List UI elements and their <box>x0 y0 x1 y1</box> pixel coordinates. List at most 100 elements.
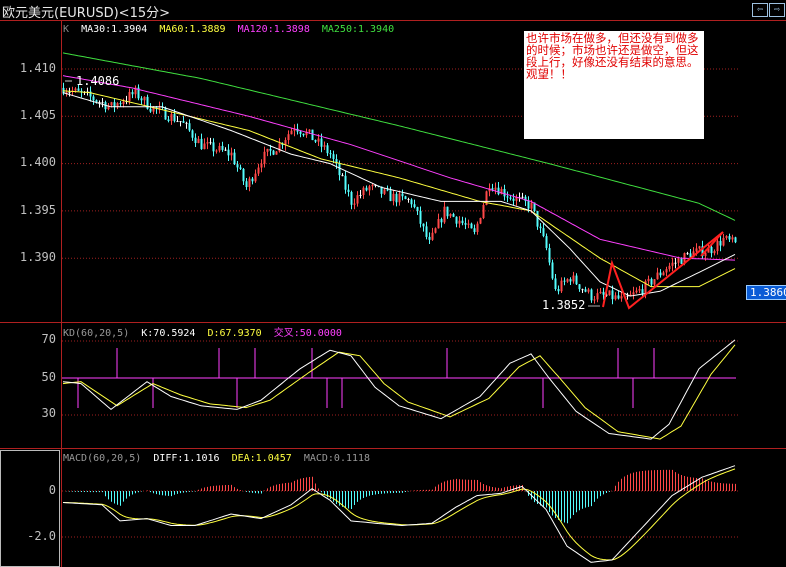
candle <box>686 253 689 255</box>
candle <box>317 138 320 142</box>
candle <box>392 193 395 202</box>
kd-k-line <box>62 339 736 440</box>
window-title: 欧元美元(EURUSD)<15分> <box>2 6 171 21</box>
candle <box>575 275 578 285</box>
candle <box>191 130 194 138</box>
candle <box>626 295 629 297</box>
ma60-line <box>62 90 736 288</box>
y-tick: 1.405 <box>19 108 56 122</box>
candle <box>185 122 188 124</box>
candle <box>77 88 80 91</box>
legend-ma120: MA120:1.3898 <box>237 24 310 35</box>
left-panel-box <box>0 450 60 567</box>
annotation-note[interactable]: 也许市场在做多，但还没有到做多的时候；市场也许还是做空，但这段上行，好像还没有结… <box>524 31 704 139</box>
candle <box>656 272 659 280</box>
candle <box>608 290 611 296</box>
nav-right-button[interactable]: ⇨ <box>769 3 785 17</box>
candle <box>620 296 623 299</box>
candle <box>479 218 482 224</box>
candle <box>599 291 602 294</box>
candle <box>248 178 251 188</box>
candle <box>494 187 497 190</box>
candle <box>350 191 353 205</box>
candle <box>341 175 344 177</box>
candle <box>122 101 125 104</box>
y-tick: 1.410 <box>19 61 56 75</box>
main-legend: K MA30:1.3904 MA60:1.3889 MA120:1.3898 M… <box>63 24 400 35</box>
candle <box>335 159 338 164</box>
candle <box>476 223 479 232</box>
candle <box>440 219 443 223</box>
candle <box>227 149 230 156</box>
candle <box>332 154 335 160</box>
candle <box>233 152 236 165</box>
candle <box>506 196 509 198</box>
kd-legend: KD(60,20,5) K:70.5924 D:67.9370 交叉:50.00… <box>63 324 348 339</box>
candle <box>428 236 431 240</box>
candle <box>89 91 92 97</box>
candle <box>101 102 104 104</box>
kd-legend-name: KD(60,20,5) <box>63 328 130 339</box>
candle <box>389 190 392 202</box>
candle <box>353 203 356 205</box>
candle <box>701 246 704 257</box>
candle <box>719 240 722 246</box>
candle <box>107 105 110 110</box>
candle <box>362 187 365 195</box>
candle <box>395 193 398 203</box>
candle <box>551 262 554 279</box>
drawn-trend-line[interactable] <box>700 231 724 257</box>
candle <box>512 198 515 201</box>
candle <box>416 207 419 212</box>
high-price-label: 1.4086 <box>76 74 120 88</box>
candle <box>290 130 293 135</box>
candle <box>611 290 614 300</box>
kd-y-tick: 50 <box>41 370 56 384</box>
candle <box>197 138 200 144</box>
candle <box>149 108 152 112</box>
candle <box>413 204 416 208</box>
candle <box>617 295 620 299</box>
candle <box>710 247 713 254</box>
candle <box>452 214 455 217</box>
legend-ma250: MA250:1.3940 <box>321 24 395 35</box>
kd-d-line <box>62 344 736 440</box>
candle <box>206 142 209 144</box>
candle <box>287 134 290 141</box>
candle <box>605 294 608 296</box>
candle <box>659 272 662 276</box>
candle <box>500 189 503 195</box>
candle <box>380 186 383 194</box>
candle <box>722 237 725 246</box>
candle <box>347 189 350 192</box>
candle <box>725 236 728 238</box>
legend-ma30: MA30:1.3904 <box>81 24 148 35</box>
candle <box>311 129 314 141</box>
candle <box>143 96 146 101</box>
candle <box>689 253 692 258</box>
candle <box>581 289 584 291</box>
candle <box>449 214 452 217</box>
candle <box>419 211 422 224</box>
drawn-zigzag-line[interactable] <box>602 231 724 310</box>
candle <box>344 175 347 190</box>
candle <box>473 228 476 232</box>
candle <box>680 258 683 264</box>
kd-y-tick: 30 <box>41 406 56 420</box>
candle <box>458 220 461 224</box>
candle <box>260 163 263 168</box>
candle <box>467 223 470 225</box>
candle <box>464 223 467 225</box>
nav-left-button[interactable]: ⇦ <box>752 3 768 17</box>
candle <box>320 138 323 147</box>
candle <box>155 106 158 109</box>
candle <box>212 142 215 152</box>
candle <box>110 102 113 106</box>
candle <box>383 189 386 194</box>
candle <box>266 148 269 152</box>
candle <box>239 167 242 169</box>
candle <box>695 248 698 252</box>
candle <box>569 279 572 282</box>
candle <box>386 189 389 191</box>
